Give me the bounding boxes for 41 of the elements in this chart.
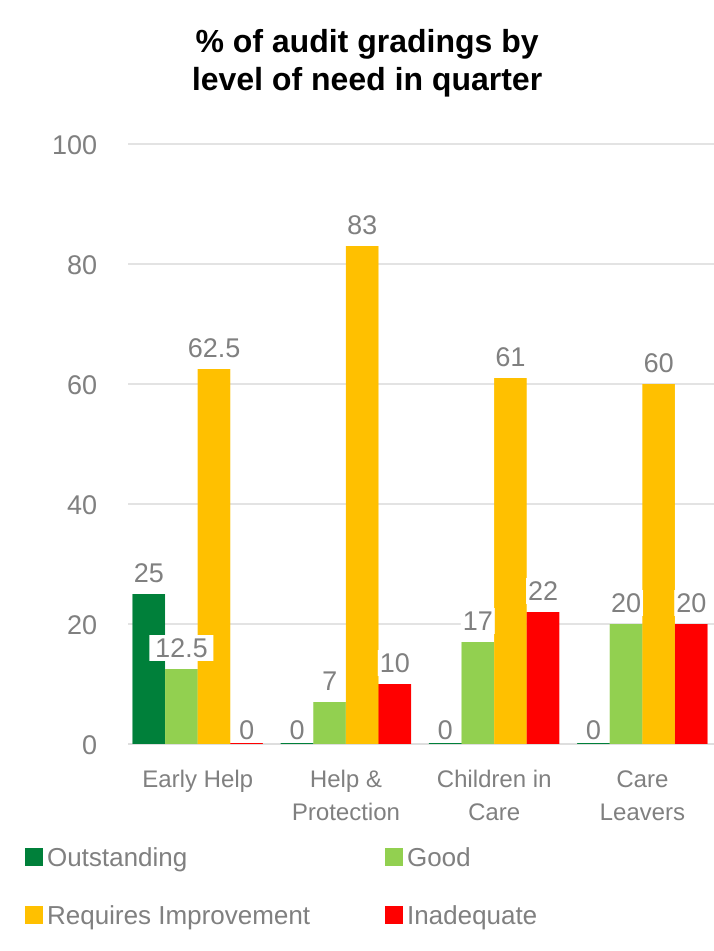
chart-title: % of audit gradings by level of need in quarter xyxy=(192,23,542,97)
x-tick-label: Help & Protection xyxy=(292,766,400,826)
bar xyxy=(462,642,494,744)
data-label: 17 xyxy=(462,606,493,636)
data-label: 25 xyxy=(134,558,164,588)
data-label: 22 xyxy=(528,576,558,606)
bar xyxy=(494,378,527,744)
legend-label: Good xyxy=(407,842,471,872)
legend-label: Requires Improvement xyxy=(47,900,311,930)
data-label: 0 xyxy=(289,715,304,745)
y-tick-label: 80 xyxy=(66,250,97,280)
data-label: 0 xyxy=(438,715,453,745)
x-tick-label: Children in Care xyxy=(436,766,552,826)
y-tick-label: 20 xyxy=(66,610,97,640)
data-label: 61 xyxy=(495,342,526,372)
bar xyxy=(165,669,198,744)
bar xyxy=(526,612,560,744)
data-label: 0 xyxy=(239,715,254,745)
data-label: 7 xyxy=(322,666,338,696)
bar xyxy=(642,384,675,744)
bar xyxy=(674,624,708,744)
x-tick-label: Care Leavers xyxy=(600,766,686,826)
data-label: 10 xyxy=(380,648,410,678)
legend-label: Outstanding xyxy=(47,842,188,872)
data-label: 20 xyxy=(676,588,706,618)
x-tick-label: Early Help xyxy=(142,766,254,793)
bar xyxy=(378,684,412,744)
data-label: 12.5 xyxy=(155,633,208,663)
y-tick-label: 100 xyxy=(52,130,97,160)
bar xyxy=(346,246,378,744)
data-label: 62.5 xyxy=(188,333,240,363)
bar xyxy=(610,624,642,744)
y-tick-label: 0 xyxy=(82,730,97,760)
data-label: 83 xyxy=(347,210,378,240)
bar xyxy=(313,702,346,744)
data-label: 0 xyxy=(586,715,601,745)
data-label: 60 xyxy=(644,348,674,378)
y-tick-label: 40 xyxy=(66,490,97,520)
legend-label: Inadequate xyxy=(407,900,538,930)
y-tick-label: 60 xyxy=(66,370,97,400)
data-label: 20 xyxy=(611,588,642,618)
